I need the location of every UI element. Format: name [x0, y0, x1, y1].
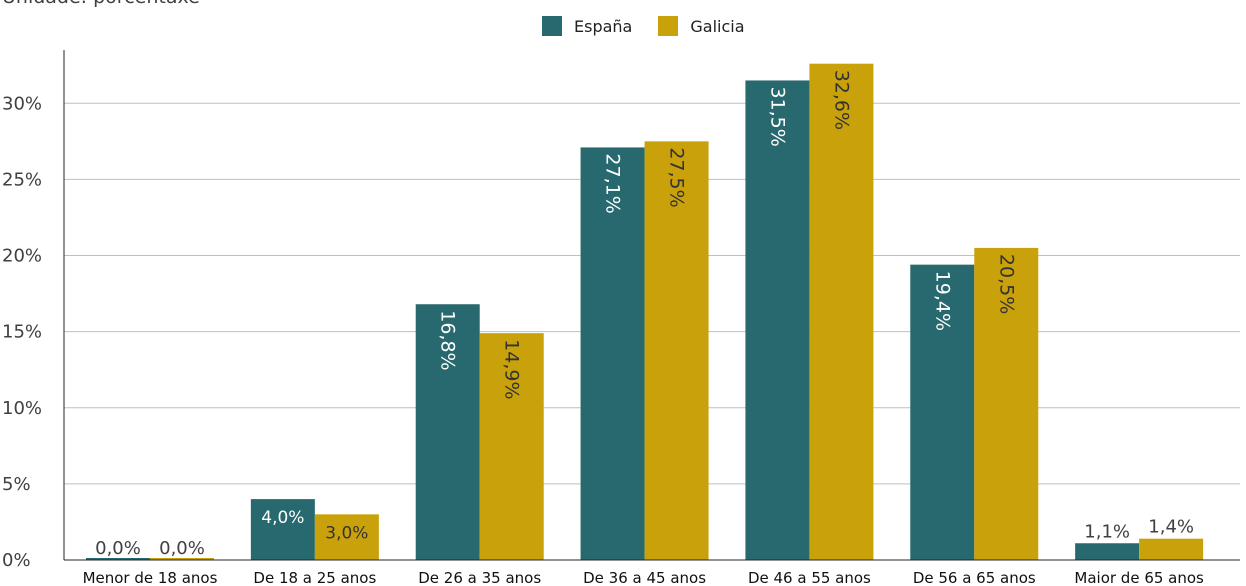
bar-espana: [250, 499, 315, 560]
legend-swatch-espana: [542, 16, 562, 36]
data-label: 1,1%: [1084, 521, 1130, 542]
data-label: 16,8%: [437, 310, 459, 370]
x-tick-label: Menor de 18 anos: [83, 569, 218, 586]
bar-galicia: [809, 63, 874, 561]
y-tick-label: 10%: [2, 398, 42, 419]
data-label: 4,0%: [261, 508, 304, 528]
data-label: 1,4%: [1148, 517, 1194, 538]
legend-label-espana: España: [574, 16, 633, 36]
bar-espana: [580, 147, 645, 560]
bar-galicia: [314, 514, 379, 560]
x-tick-label: De 56 a 65 anos: [913, 569, 1036, 586]
bar-espana: [415, 304, 480, 560]
x-tick-label: De 18 a 25 anos: [253, 569, 376, 586]
data-label: 27,5%: [666, 147, 688, 207]
bar-espana: [86, 558, 150, 560]
data-label: 32,6%: [830, 70, 852, 130]
y-tick-label: 5%: [2, 474, 31, 495]
bar-galicia: [1139, 538, 1204, 560]
legend: España Galicia: [542, 16, 771, 36]
x-tick-label: Maior de 65 anos: [1074, 569, 1204, 586]
data-label: 20,5%: [995, 254, 1017, 314]
chart-subtitle: Unidade: porcentaxe: [2, 0, 200, 8]
y-tick-label: 15%: [2, 322, 42, 343]
y-tick-label: 0%: [2, 550, 31, 571]
legend-swatch-galicia: [658, 16, 679, 36]
data-label: 3,0%: [325, 523, 368, 543]
x-tick-label: De 26 a 35 anos: [418, 569, 541, 586]
legend-label-galicia: Galicia: [690, 16, 745, 36]
x-tick-label: De 46 a 55 anos: [748, 569, 871, 586]
data-label: 0,0%: [95, 538, 141, 559]
bar-galicia: [150, 558, 214, 560]
x-tick-label: De 36 a 45 anos: [583, 569, 706, 586]
bar-galicia: [644, 141, 709, 561]
data-label: 0,0%: [159, 538, 205, 559]
data-label: 31,5%: [766, 86, 788, 146]
y-tick-label: 30%: [2, 93, 42, 114]
data-label: 19,4%: [931, 271, 953, 331]
y-tick-label: 20%: [2, 246, 42, 267]
bar-galicia: [479, 333, 544, 560]
bar-espana: [1075, 543, 1140, 560]
bar-espana: [745, 80, 810, 561]
bar-galicia: [974, 247, 1039, 560]
y-tick-label: 25%: [2, 169, 42, 190]
bar-espana: [910, 264, 975, 560]
legend-item-espana: España: [542, 16, 632, 36]
data-label: 27,1%: [602, 153, 624, 213]
legend-item-galicia: Galicia: [658, 16, 745, 36]
data-label: 14,9%: [501, 339, 523, 399]
